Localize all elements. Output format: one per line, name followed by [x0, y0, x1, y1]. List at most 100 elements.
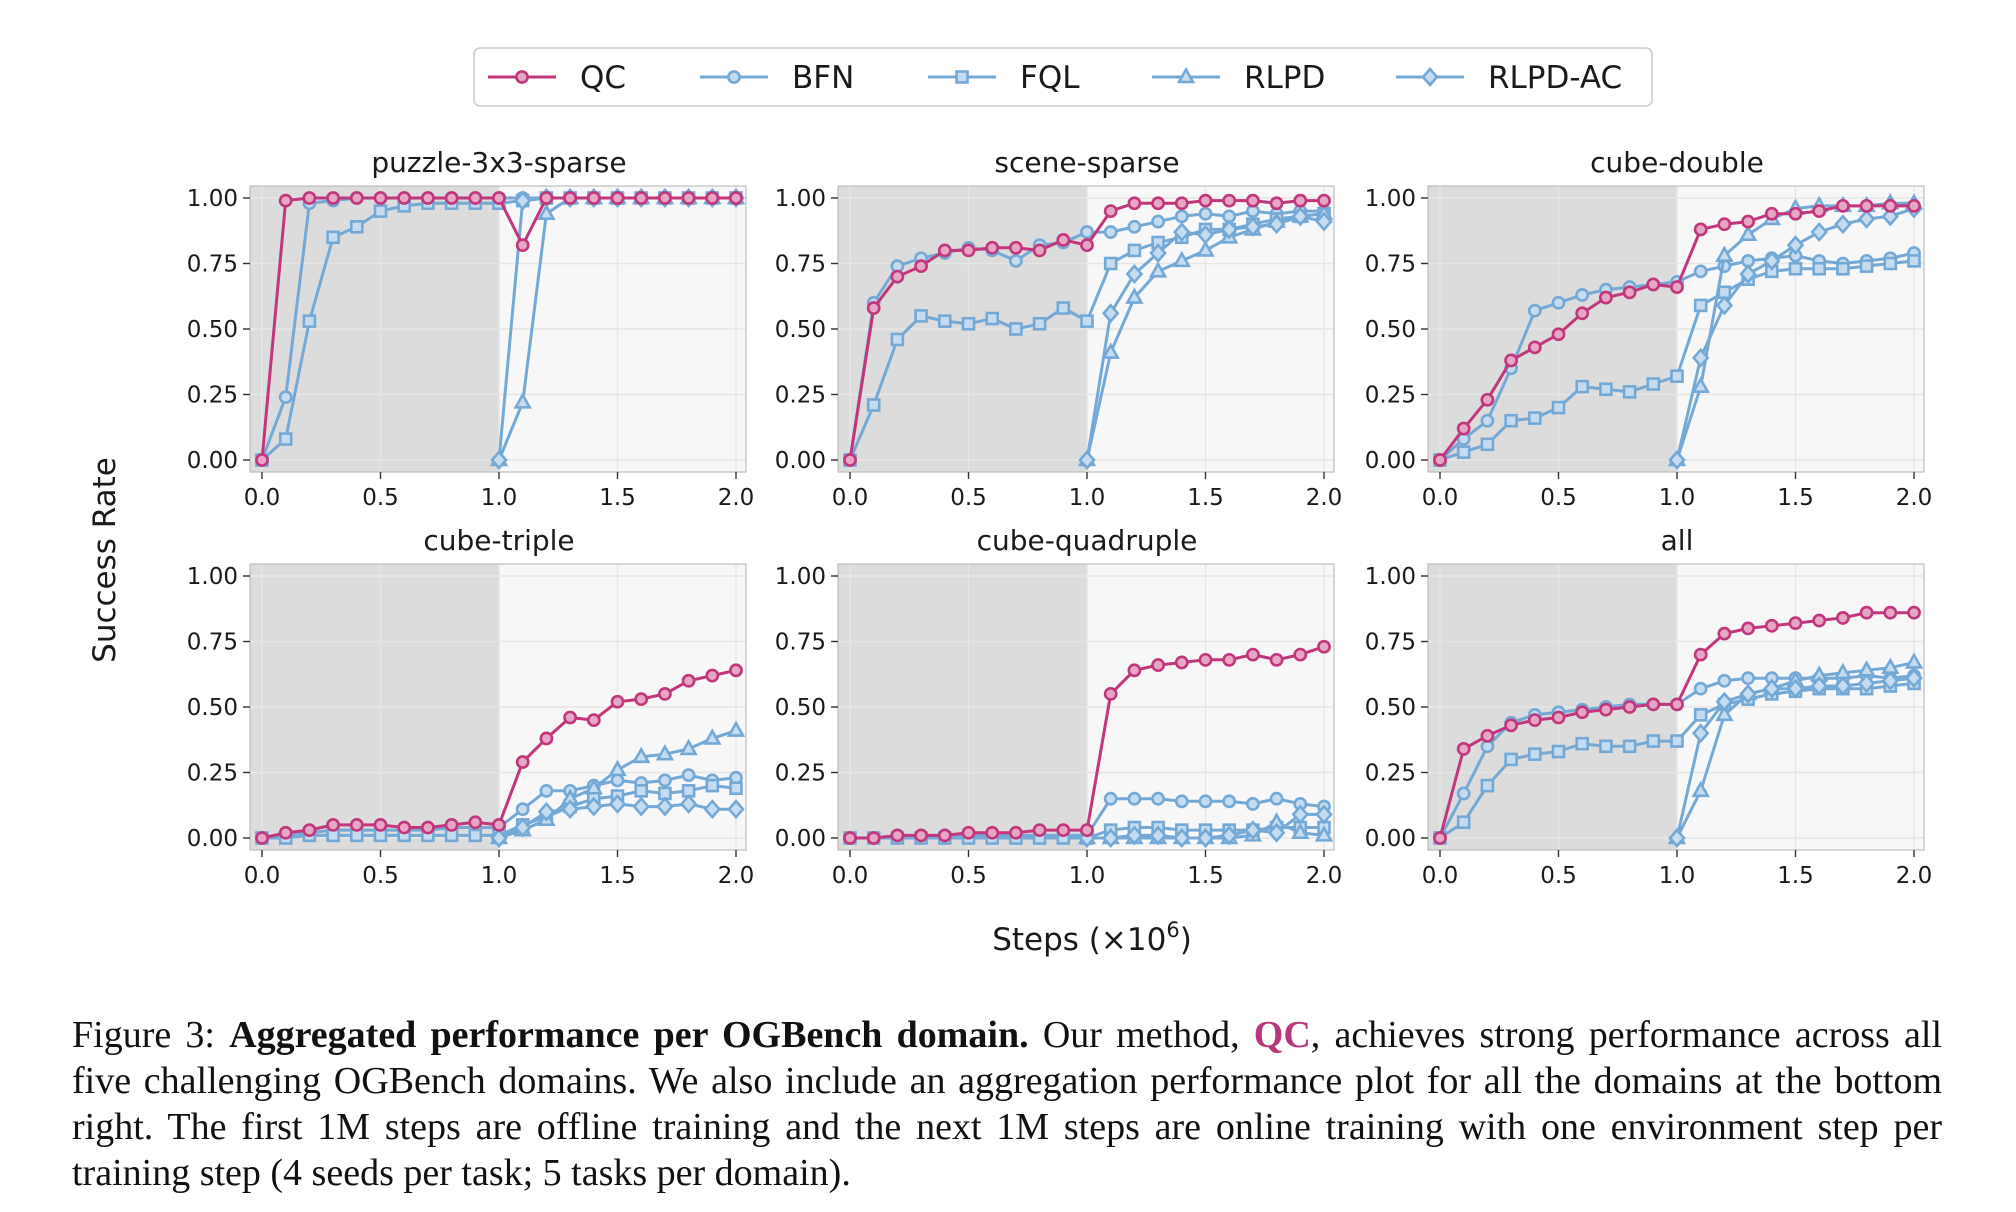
data-point-rlpd-ac — [513, 190, 532, 211]
data-point-qc — [1269, 196, 1284, 211]
data-point-qc — [1504, 718, 1518, 733]
figure-caption: Figure 3: Aggregated performance per OGB… — [72, 1014, 1943, 1194]
data-point-fql — [1646, 377, 1661, 391]
data-point-rlpd — [1715, 245, 1734, 262]
x-tick-label: 1.0 — [481, 863, 518, 889]
x-tick-label: 1.0 — [1069, 485, 1106, 511]
data-point-rlpd-ac — [1763, 678, 1781, 699]
data-point-qc — [1174, 196, 1189, 211]
data-point-fql — [1551, 400, 1566, 415]
data-point-qc — [468, 815, 483, 830]
series-qc — [1433, 198, 1921, 467]
data-point-qc — [1198, 652, 1213, 667]
legend-entry-rlpd-ac: RLPD-AC — [1396, 60, 1622, 96]
y-tick-label: 0.50 — [775, 695, 826, 721]
data-point-fql — [1528, 747, 1542, 761]
legend-entry-qc: QC — [488, 60, 626, 96]
series-rlpd-ac — [1668, 668, 1923, 848]
data-point-rlpd — [1125, 287, 1144, 304]
x-tick-label: 0.5 — [950, 863, 987, 889]
y-tick-label: 0.25 — [187, 383, 238, 409]
data-point-qc — [1433, 453, 1447, 467]
x-tick-label: 0.0 — [832, 485, 869, 511]
data-point-rlpd-ac — [1125, 264, 1144, 284]
data-point-bfn — [1269, 791, 1284, 806]
x-axis-label: Steps (×106) — [992, 918, 1192, 958]
data-point-qc — [326, 191, 340, 205]
legend-label: RLPD — [1244, 60, 1325, 96]
panel-all: 0.00 0.25 0.50 0.75 1.00 0.0 0.5 1.0 1.5 2.0 all — [1365, 524, 1933, 889]
data-point-qc — [586, 191, 601, 205]
data-point-fql — [914, 309, 928, 323]
data-point-rlpd-ac — [1173, 828, 1191, 848]
data-point-bfn — [1527, 303, 1542, 318]
data-point-fql — [634, 784, 649, 798]
data-point-qc — [1293, 193, 1308, 208]
x-tick-label: 0.0 — [1422, 485, 1459, 511]
data-point-bfn — [1151, 214, 1165, 229]
legend-circle-marker — [727, 70, 741, 84]
y-tick-label: 0.75 — [1365, 630, 1416, 656]
x-tick-label: 1.5 — [1187, 485, 1224, 511]
panel-cube-quadruple: 0.00 0.25 0.50 0.75 1.00 0.0 0.5 1.0 1.5 2.0 cube-… — [775, 524, 1343, 889]
data-point-rlpd-ac — [1196, 828, 1215, 848]
data-point-qc — [1599, 702, 1613, 717]
y-tick-label: 0.75 — [775, 252, 826, 278]
data-point-qc — [1883, 605, 1898, 620]
data-point-bfn — [1575, 288, 1590, 302]
data-point-rlpd — [1715, 704, 1734, 722]
data-point-rlpd-ac — [585, 796, 603, 817]
data-point-qc — [1646, 277, 1661, 292]
y-tick-label: 0.50 — [187, 317, 238, 343]
data-point-qc — [302, 823, 317, 838]
data-point-qc — [1670, 280, 1684, 294]
legend-label: FQL — [1020, 60, 1080, 96]
data-point-bfn — [515, 802, 530, 817]
data-point-qc — [1670, 697, 1684, 712]
panel-title: all — [1661, 524, 1694, 557]
x-tick-label: 0.0 — [1422, 863, 1459, 889]
data-point-qc — [1812, 613, 1827, 628]
data-point-qc — [729, 191, 743, 205]
data-point-qc — [563, 710, 577, 725]
data-point-bfn — [1198, 206, 1213, 221]
data-point-qc — [1056, 233, 1071, 247]
data-point-qc — [1151, 658, 1165, 672]
data-point-qc — [492, 191, 506, 205]
series-qc — [843, 639, 1331, 845]
data-point-qc — [1717, 626, 1732, 641]
data-point-bfn — [1741, 671, 1755, 686]
panel-puzzle-3x3-sparse: 0.00 0.25 0.50 0.75 1.00 0.0 0.5 1.0 1.5 2.0 puzzl… — [187, 146, 755, 511]
data-point-qc — [914, 828, 928, 843]
data-point-qc — [937, 828, 952, 843]
data-point-qc — [1741, 214, 1755, 229]
data-point-qc — [1174, 655, 1189, 670]
y-tick-label: 0.00 — [775, 826, 826, 852]
data-point-rlpd — [537, 203, 556, 221]
data-point-qc — [515, 755, 530, 769]
data-point-fql — [326, 230, 340, 245]
data-point-rlpd-ac — [1267, 214, 1286, 235]
data-point-qc — [1551, 710, 1566, 725]
data-point-qc — [1032, 823, 1047, 838]
x-tick-label: 2.0 — [1306, 863, 1343, 889]
data-point-rlpd-ac — [608, 793, 627, 814]
data-point-qc — [634, 191, 649, 205]
data-point-bfn — [1693, 681, 1708, 696]
y-axis-label: Success Rate — [87, 457, 123, 663]
legend-entry-bfn: BFN — [700, 60, 854, 96]
y-tick-label: 0.50 — [187, 695, 238, 721]
x-tick-label: 0.5 — [362, 485, 399, 511]
data-point-fql — [1032, 316, 1047, 331]
data-point-qc — [373, 191, 388, 205]
data-point-rlpd-ac — [490, 450, 508, 470]
data-point-rlpd-ac — [1101, 303, 1120, 324]
legend-label: BFN — [792, 60, 854, 96]
data-point-qc — [729, 663, 743, 678]
data-point-rlpd — [631, 746, 651, 764]
data-point-fql — [1599, 382, 1613, 397]
legend-circle-marker — [515, 70, 529, 84]
data-point-rlpd-ac — [1291, 206, 1310, 227]
x-tick-label: 1.0 — [1659, 863, 1696, 889]
